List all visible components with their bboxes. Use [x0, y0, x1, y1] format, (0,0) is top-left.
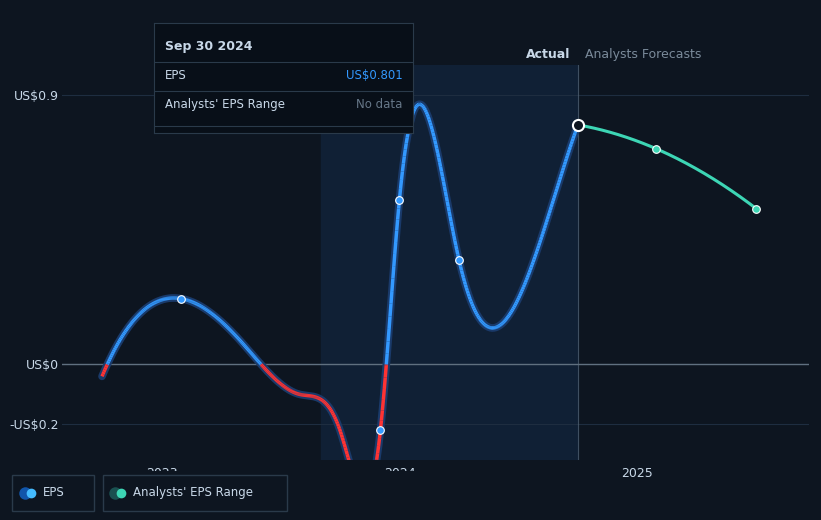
Text: Analysts' EPS Range: Analysts' EPS Range	[165, 98, 285, 111]
Text: Analysts' EPS Range: Analysts' EPS Range	[133, 486, 254, 499]
Text: EPS: EPS	[165, 69, 186, 82]
Text: No data: No data	[356, 98, 402, 111]
Text: Actual: Actual	[526, 48, 571, 61]
Bar	[321, 65, 578, 460]
Text: US$0.801: US$0.801	[346, 69, 402, 82]
Text: Analysts Forecasts: Analysts Forecasts	[585, 48, 702, 61]
Text: EPS: EPS	[44, 486, 65, 499]
Text: Sep 30 2024: Sep 30 2024	[165, 40, 252, 53]
